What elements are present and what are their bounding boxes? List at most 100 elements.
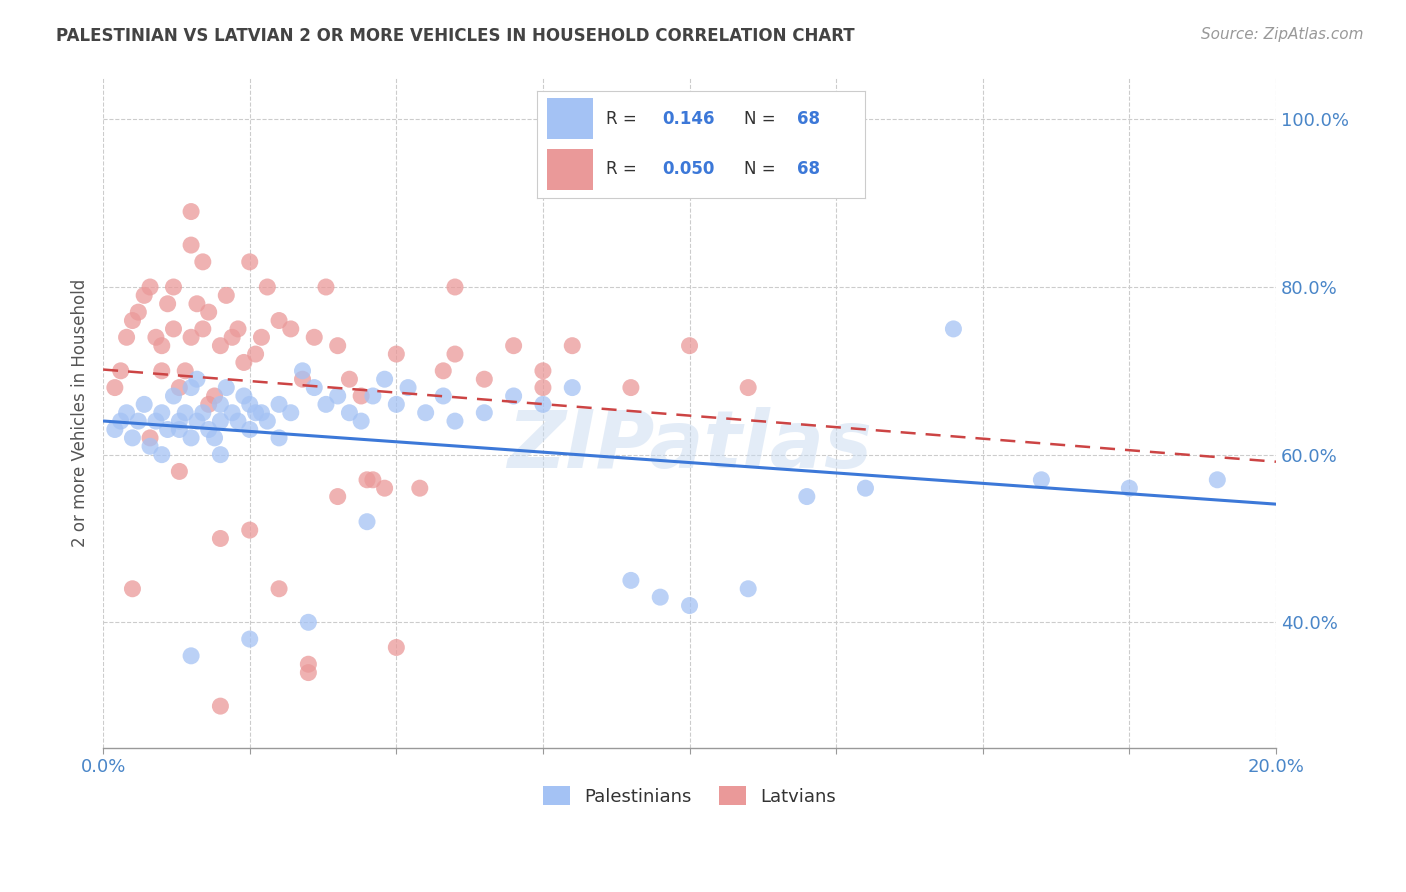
Point (209, 397, 232, 411)
Point (226, 414, 249, 428)
Point (139, 439, 162, 453)
Point (374, 372, 396, 386)
Text: ZIPatlas: ZIPatlas (508, 408, 872, 485)
Point (302, 381, 325, 395)
Point (415, 406, 437, 420)
Point (215, 288, 238, 302)
Point (444, 414, 467, 428)
Point (432, 364, 454, 378)
Point (121, 431, 143, 445)
Point (297, 665, 319, 680)
Point (942, 322, 965, 336)
Point (280, 406, 302, 420)
Point (139, 431, 162, 445)
Point (145, 330, 167, 344)
Point (531, 397, 554, 411)
Point (1031, 473, 1053, 487)
Point (191, 322, 214, 336)
Point (531, 381, 554, 395)
Point (796, 490, 818, 504)
Point (180, 648, 202, 663)
Point (350, 414, 373, 428)
Point (209, 339, 232, 353)
Point (150, 448, 173, 462)
Text: Source: ZipAtlas.com: Source: ZipAtlas.com (1201, 27, 1364, 42)
Point (239, 523, 262, 537)
Point (650, 590, 672, 604)
Point (280, 322, 302, 336)
Point (180, 330, 202, 344)
Point (186, 297, 208, 311)
Point (110, 414, 132, 428)
Point (180, 204, 202, 219)
Point (139, 280, 162, 294)
Point (561, 381, 583, 395)
Point (221, 330, 243, 344)
Point (110, 364, 132, 378)
Point (197, 397, 219, 411)
Point (678, 599, 700, 613)
Point (855, 481, 877, 495)
Point (197, 423, 219, 437)
Point (396, 381, 419, 395)
Point (326, 490, 349, 504)
Point (385, 640, 408, 655)
Point (385, 397, 408, 411)
Point (472, 372, 495, 386)
Point (121, 313, 143, 327)
Point (204, 431, 226, 445)
Point (186, 372, 208, 386)
Point (339, 406, 361, 420)
Point (115, 406, 138, 420)
Point (134, 288, 156, 302)
Point (127, 414, 149, 428)
Y-axis label: 2 or more Vehicles in Household: 2 or more Vehicles in Household (72, 278, 89, 547)
Point (737, 381, 759, 395)
Point (239, 397, 262, 411)
Point (356, 515, 378, 529)
Point (737, 582, 759, 596)
Legend: Palestinians, Latvians: Palestinians, Latvians (536, 779, 844, 813)
Point (191, 255, 214, 269)
Point (267, 313, 290, 327)
Point (150, 406, 173, 420)
Point (180, 381, 202, 395)
Point (204, 389, 226, 403)
Point (156, 297, 179, 311)
Point (121, 582, 143, 596)
Point (250, 330, 273, 344)
Point (239, 632, 262, 646)
Point (209, 448, 232, 462)
Point (302, 330, 325, 344)
Point (502, 389, 524, 403)
Point (409, 481, 432, 495)
Point (350, 389, 373, 403)
Point (561, 339, 583, 353)
Point (156, 423, 179, 437)
Point (291, 372, 314, 386)
Point (356, 473, 378, 487)
Point (444, 347, 467, 361)
Point (162, 280, 184, 294)
Point (256, 414, 278, 428)
Point (315, 280, 337, 294)
Point (150, 339, 173, 353)
Point (162, 322, 184, 336)
Point (232, 355, 254, 369)
Point (239, 423, 262, 437)
Point (326, 389, 349, 403)
Point (250, 406, 273, 420)
Point (239, 255, 262, 269)
Point (1118, 481, 1140, 495)
Point (297, 657, 319, 672)
Point (197, 305, 219, 319)
Point (339, 372, 361, 386)
Point (444, 280, 467, 294)
Point (361, 389, 384, 403)
Point (104, 423, 127, 437)
Point (180, 431, 202, 445)
Point (209, 699, 232, 714)
Point (245, 406, 267, 420)
Point (191, 406, 214, 420)
Point (245, 347, 267, 361)
